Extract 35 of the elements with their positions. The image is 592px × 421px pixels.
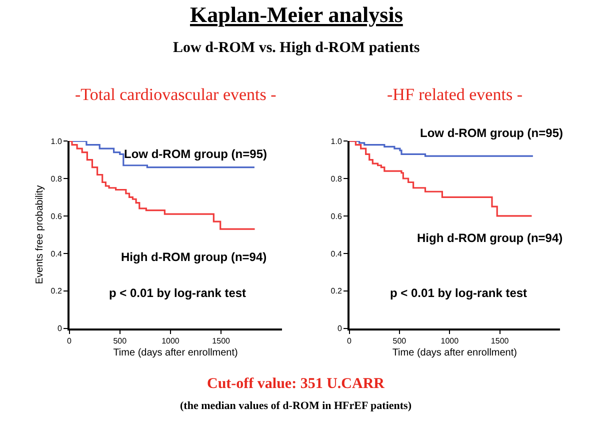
y-tick-label: 0	[57, 324, 62, 334]
x-tick-label: 1000	[440, 336, 460, 346]
series-label: Low d-ROM group (n=95)	[420, 126, 563, 140]
x-axis-title: Time (days after enrollment)	[113, 348, 238, 359]
x-tick-label: 0	[67, 336, 72, 346]
text: Low d-ROM vs. High d-ROM patients	[173, 40, 420, 56]
y-axis-title: Events free probability	[34, 185, 46, 284]
y-tick-label: 0.4	[330, 249, 342, 258]
y-tick-label: 0.2	[50, 286, 62, 296]
y-tick-label: 0.4	[50, 249, 62, 258]
x-axis-title: Time (days after enrollment)	[392, 348, 517, 359]
series-label: High d-ROM group (n=94)	[417, 231, 563, 245]
series-label: Low d-ROM group (n=95)	[124, 147, 267, 161]
annotation: p < 0.01 by log-rank test	[109, 286, 246, 300]
y-tick-label: 0.2	[330, 286, 342, 296]
y-tick-label: 0.8	[50, 174, 62, 184]
y-tick-label: 1.0	[50, 136, 62, 146]
y-tick-label: 0	[337, 324, 342, 334]
x-tick-label: 500	[392, 336, 407, 346]
annotation: p < 0.01 by log-rank test	[390, 286, 528, 300]
x-tick-label: 1000	[162, 336, 180, 346]
y-tick-label: 0.6	[330, 212, 342, 221]
y-tick-label: 0.6	[50, 212, 62, 221]
text: Cut-off value: 351 U.CARR	[207, 376, 385, 392]
chart-title: -HF related events -	[387, 85, 523, 104]
x-tick-label: 1500	[212, 336, 231, 346]
y-tick-label: 0.8	[330, 174, 342, 184]
text: (the median values of d-ROM in HFrEF patients)	[180, 400, 412, 412]
y-tick-label: 1.0	[330, 136, 342, 146]
x-tick-label: 1500	[490, 336, 510, 346]
x-tick-label: 500	[113, 336, 128, 346]
x-tick-label: 0	[347, 336, 352, 346]
text: High d-ROM group (n=94)	[121, 250, 267, 264]
text: Kaplan-Meier analysis	[190, 2, 404, 27]
chart-title: -Total cardiovascular events -	[75, 85, 277, 104]
